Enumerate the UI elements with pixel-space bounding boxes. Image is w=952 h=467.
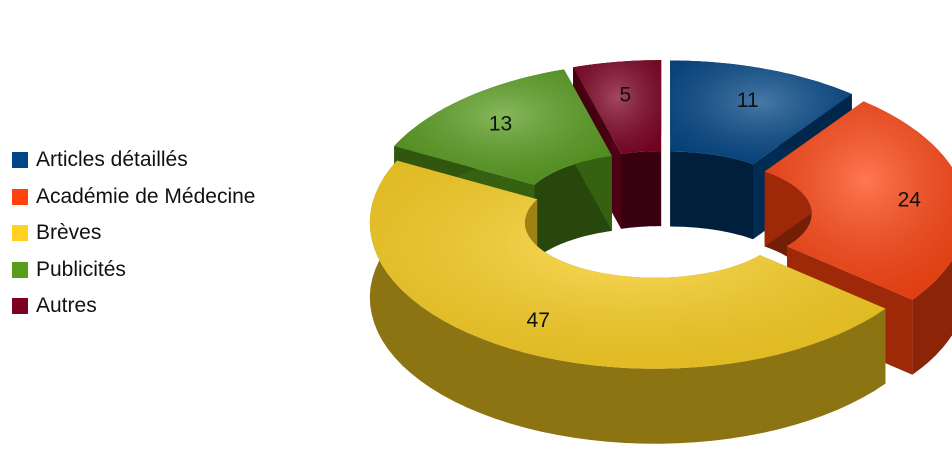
- legend-swatch: [12, 188, 28, 205]
- legend-swatch: [12, 152, 28, 169]
- legend-item-articles-detailles: Articles détaillés: [12, 142, 255, 179]
- legend-item-breves: Brèves: [12, 215, 255, 252]
- legend-label: Publicités: [36, 257, 126, 281]
- legend-label: Brèves: [36, 221, 102, 245]
- data-label-publicites: 13: [489, 112, 512, 135]
- legend-item-publicites: Publicités: [12, 252, 255, 289]
- chart-legend: Articles détaillés Académie de Médecine Br…: [12, 142, 255, 325]
- data-label-breves: 47: [527, 309, 550, 332]
- legend-swatch: [12, 261, 28, 278]
- legend-item-autres: Autres: [12, 288, 255, 325]
- legend-label: Articles détaillés: [36, 148, 188, 172]
- slice-breves: [369, 160, 886, 444]
- legend-swatch: [12, 225, 28, 242]
- legend-swatch: [12, 298, 28, 315]
- data-label-academie-de-medecine: 24: [898, 189, 922, 212]
- legend-label: Académie de Médecine: [36, 184, 256, 208]
- legend-item-academie-de-medecine: Académie de Médecine: [12, 179, 255, 216]
- legend-label: Autres: [36, 294, 97, 318]
- data-label-autres: 5: [619, 83, 631, 106]
- data-label-articles-detailles: 11: [737, 89, 759, 112]
